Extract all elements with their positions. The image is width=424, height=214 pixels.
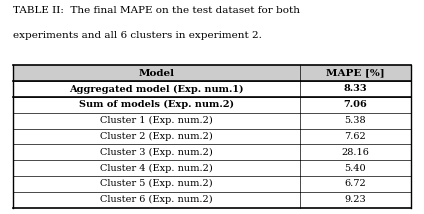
Text: experiments and all 6 clusters in experiment 2.: experiments and all 6 clusters in experi… <box>13 31 262 40</box>
Text: Model: Model <box>138 69 174 78</box>
Text: TABLE II:  The final MAPE on the test dataset for both: TABLE II: The final MAPE on the test dat… <box>13 6 300 15</box>
Text: 7.62: 7.62 <box>345 132 366 141</box>
Text: 6.72: 6.72 <box>345 179 366 188</box>
Text: Cluster 6 (Exp. num.2): Cluster 6 (Exp. num.2) <box>100 195 212 204</box>
Text: Sum of models (Exp. num.2): Sum of models (Exp. num.2) <box>79 100 234 109</box>
Text: 28.16: 28.16 <box>342 148 369 157</box>
Text: 5.38: 5.38 <box>345 116 366 125</box>
Text: Cluster 3 (Exp. num.2): Cluster 3 (Exp. num.2) <box>100 148 212 157</box>
Text: 9.23: 9.23 <box>345 195 366 204</box>
Text: 8.33: 8.33 <box>344 85 367 94</box>
Text: Aggregated model (Exp. num.1): Aggregated model (Exp. num.1) <box>69 85 243 94</box>
Text: Cluster 1 (Exp. num.2): Cluster 1 (Exp. num.2) <box>100 116 212 125</box>
Text: 7.06: 7.06 <box>343 100 367 109</box>
Text: Cluster 2 (Exp. num.2): Cluster 2 (Exp. num.2) <box>100 132 212 141</box>
Text: Cluster 4 (Exp. num.2): Cluster 4 (Exp. num.2) <box>100 163 212 173</box>
Text: 5.40: 5.40 <box>345 163 366 172</box>
Text: Cluster 5 (Exp. num.2): Cluster 5 (Exp. num.2) <box>100 179 212 188</box>
Text: MAPE [%]: MAPE [%] <box>326 69 385 78</box>
Bar <box>13 65 411 81</box>
